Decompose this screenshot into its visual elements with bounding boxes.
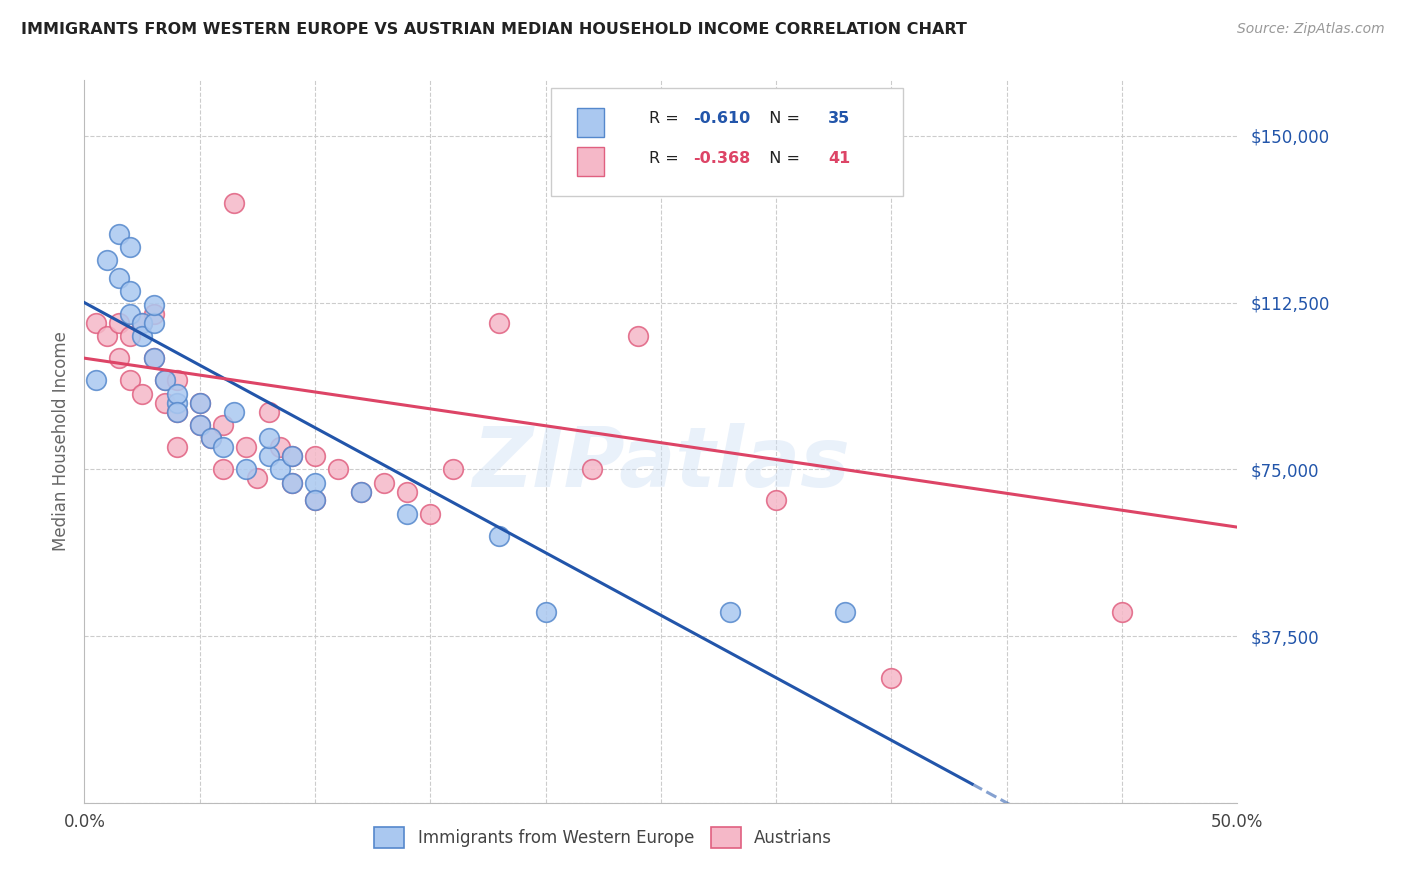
Point (211, 417, 233, 432)
Point (108, 227, 131, 241)
Text: 41: 41 (828, 151, 851, 166)
Point (211, 440, 233, 454)
Point (350, 484, 373, 499)
FancyBboxPatch shape (551, 87, 903, 196)
Point (257, 431, 280, 445)
Point (1111, 605, 1133, 619)
Point (153, 373, 176, 387)
Point (211, 462, 233, 476)
Text: IMMIGRANTS FROM WESTERN EUROPE VS AUSTRIAN MEDIAN HOUSEHOLD INCOME CORRELATION C: IMMIGRANTS FROM WESTERN EUROPE VS AUSTRI… (21, 22, 967, 37)
Point (84, 373, 107, 387)
Point (326, 462, 349, 476)
Text: R =: R = (650, 112, 685, 126)
Point (131, 329, 153, 343)
Y-axis label: Median Household Income: Median Household Income (52, 332, 70, 551)
Point (304, 493, 326, 508)
Point (188, 395, 211, 409)
Point (765, 493, 787, 508)
Point (269, 462, 291, 476)
Point (120, 285, 142, 299)
Point (166, 404, 188, 418)
Point (441, 462, 464, 476)
Point (131, 316, 153, 330)
Point (108, 271, 131, 285)
Point (142, 351, 165, 366)
Point (373, 475, 395, 490)
Point (281, 449, 304, 463)
Point (224, 195, 246, 210)
Point (396, 484, 419, 499)
Point (153, 373, 176, 387)
Point (235, 440, 257, 454)
Point (281, 475, 304, 490)
Point (718, 605, 741, 619)
FancyBboxPatch shape (576, 147, 605, 177)
Point (880, 671, 903, 685)
Text: R =: R = (650, 151, 685, 166)
Point (131, 316, 153, 330)
Point (96, 329, 118, 343)
Point (166, 373, 188, 387)
Point (281, 475, 304, 490)
FancyBboxPatch shape (576, 108, 605, 136)
Point (200, 431, 222, 445)
Point (188, 417, 211, 432)
Text: Source: ZipAtlas.com: Source: ZipAtlas.com (1237, 22, 1385, 37)
Point (257, 449, 280, 463)
Point (534, 605, 557, 619)
Point (166, 395, 188, 409)
Point (120, 240, 142, 254)
Point (142, 307, 165, 321)
Point (188, 417, 211, 432)
Point (120, 373, 142, 387)
Point (304, 475, 326, 490)
Point (419, 507, 441, 521)
Text: N =: N = (759, 112, 806, 126)
Point (142, 298, 165, 312)
Point (304, 449, 326, 463)
Point (246, 471, 269, 485)
Point (96, 253, 118, 268)
Point (131, 386, 153, 401)
Point (166, 404, 188, 418)
Point (200, 431, 222, 445)
Text: N =: N = (759, 151, 806, 166)
Point (84, 316, 107, 330)
Text: -0.368: -0.368 (693, 151, 751, 166)
Point (142, 316, 165, 330)
Legend: Immigrants from Western Europe, Austrians: Immigrants from Western Europe, Austrian… (363, 816, 844, 860)
Point (166, 386, 188, 401)
Point (153, 395, 176, 409)
Point (235, 462, 257, 476)
Point (120, 307, 142, 321)
Point (834, 605, 856, 619)
Point (108, 351, 131, 366)
Point (166, 440, 188, 454)
Text: ZIPatlas: ZIPatlas (472, 423, 849, 504)
Point (627, 329, 650, 343)
Point (396, 507, 419, 521)
Point (488, 316, 510, 330)
Point (304, 493, 326, 508)
Point (108, 316, 131, 330)
Point (350, 484, 373, 499)
Point (142, 351, 165, 366)
Point (488, 529, 510, 543)
Point (120, 329, 142, 343)
Point (281, 449, 304, 463)
Text: -0.610: -0.610 (693, 112, 751, 126)
Point (257, 404, 280, 418)
Text: 35: 35 (828, 112, 851, 126)
Point (224, 404, 246, 418)
Point (269, 440, 291, 454)
Point (581, 462, 603, 476)
Point (188, 395, 211, 409)
